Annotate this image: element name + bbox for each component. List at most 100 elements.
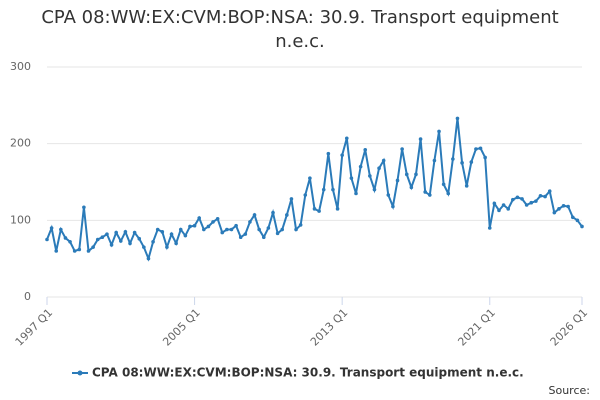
data-point (312, 207, 317, 211)
data-point (395, 178, 400, 183)
data-point (275, 231, 280, 236)
data-point (483, 155, 487, 160)
data-point (202, 227, 206, 232)
data-point (409, 185, 414, 190)
legend-label: CPA 08:WW:EX:CVM:BOP:NSA: 30.9. Transpor… (92, 366, 524, 380)
data-point (86, 249, 91, 253)
data-point (123, 230, 128, 234)
data-point (91, 245, 95, 249)
data-point (317, 209, 321, 213)
data-point (280, 227, 285, 232)
data-point (54, 249, 59, 253)
data-point (414, 172, 418, 177)
data-point (515, 195, 520, 200)
data-point (349, 176, 354, 180)
data-point (437, 129, 441, 134)
x-tick-label: 2005 Q1 (160, 306, 203, 349)
data-point (248, 220, 252, 224)
chart-title: CPA 08:WW:EX:CVM:BOP:NSA: 30.9. Transpor… (41, 7, 559, 52)
x-tick-label: 2021 Q1 (455, 306, 498, 349)
source-label: Source: (549, 384, 591, 397)
data-point (49, 226, 54, 230)
data-point (178, 227, 183, 232)
data-point (386, 193, 391, 197)
data-point (68, 240, 72, 244)
data-point (446, 191, 451, 196)
data-point (529, 200, 534, 205)
data-point (132, 230, 137, 235)
data-point (243, 232, 248, 236)
data-point (455, 116, 460, 121)
data-point (118, 239, 123, 243)
data-point (59, 227, 63, 232)
y-tick-label: 0 (24, 290, 31, 303)
data-point (478, 146, 483, 151)
data-point (215, 217, 220, 221)
data-point (128, 241, 132, 246)
data-point (174, 241, 178, 246)
data-point (146, 256, 151, 261)
data-point (464, 184, 469, 188)
data-point (261, 235, 266, 239)
data-point (105, 232, 109, 236)
data-point (271, 210, 275, 215)
data-point (206, 224, 211, 229)
data-point (543, 194, 547, 199)
data-point (487, 226, 492, 230)
data-point (566, 204, 570, 209)
data-point (492, 201, 497, 206)
y-tick-label: 300 (10, 60, 31, 73)
data-point (418, 137, 423, 141)
data-point (358, 164, 363, 169)
data-point (497, 208, 501, 213)
data-point (552, 210, 557, 215)
data-point (474, 147, 478, 151)
data-point (404, 172, 409, 177)
data-point (344, 136, 349, 141)
data-point (229, 227, 234, 232)
data-point (82, 205, 86, 210)
data-point (114, 230, 118, 235)
x-tick-label: 1997 Q1 (13, 306, 56, 349)
data-point (547, 189, 552, 193)
data-point (561, 203, 566, 208)
data-point (469, 160, 474, 164)
data-point (575, 218, 580, 223)
data-point (238, 235, 243, 239)
data-point (506, 207, 511, 211)
data-point (45, 237, 49, 242)
data-point (331, 187, 335, 192)
data-point (391, 204, 395, 209)
data-point (377, 166, 381, 170)
y-tick-label: 100 (10, 213, 31, 226)
data-point (183, 233, 188, 238)
data-point (372, 187, 377, 192)
x-tick-label: 2013 Q1 (308, 306, 351, 349)
data-point (137, 236, 142, 241)
data-point (252, 213, 257, 217)
data-point (400, 147, 404, 151)
data-point (151, 240, 155, 244)
data-point (72, 249, 77, 253)
data-point (142, 245, 146, 249)
legend-marker (77, 370, 83, 376)
data-point (298, 223, 303, 227)
data-point (538, 194, 543, 198)
data-point (63, 236, 68, 240)
data-point (451, 157, 455, 161)
data-point (308, 176, 312, 180)
y-tick-label: 200 (10, 137, 31, 150)
data-point (381, 158, 386, 163)
data-point (77, 247, 82, 252)
data-point (460, 161, 464, 165)
data-point (363, 148, 368, 152)
data-point (225, 227, 229, 232)
data-point (160, 230, 165, 234)
data-point (501, 203, 506, 207)
data-point (95, 237, 100, 242)
data-point (534, 199, 538, 203)
data-point (197, 216, 201, 220)
data-point (326, 151, 331, 156)
